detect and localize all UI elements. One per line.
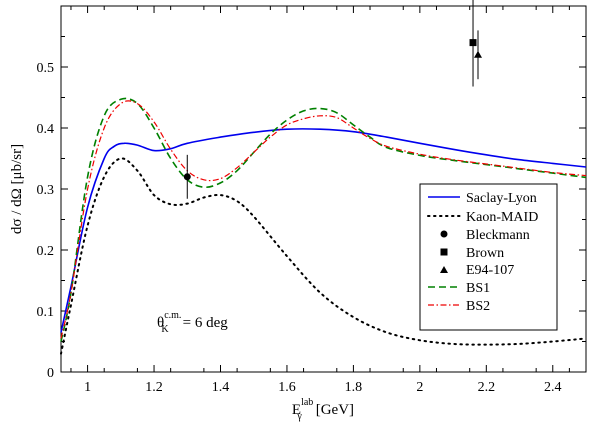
x-axis-label-sub: γ xyxy=(296,411,302,422)
series-layer xyxy=(60,97,587,355)
data-point-brown xyxy=(469,39,477,47)
annotation-sup: c.m. xyxy=(164,310,181,321)
series-line-kaon-maid xyxy=(60,157,587,355)
legend: Saclay-Lyon Kaon-MAID Bleckmann Brown E9… xyxy=(419,183,558,331)
x-tick-label: 2.4 xyxy=(544,380,562,395)
legend-label-bs1: BS1 xyxy=(466,281,490,296)
series-line-bs1 xyxy=(60,97,587,342)
legend-label-bs2: BS2 xyxy=(466,299,490,314)
legend-label-saclay-lyon: Saclay-Lyon xyxy=(466,191,537,206)
series-line-bs2 xyxy=(60,100,587,339)
legend-marker-brown xyxy=(440,248,448,256)
annotation-text: = 6 deg xyxy=(183,315,229,331)
angle-annotation: θc.m. K = 6 deg xyxy=(157,310,228,335)
x-axis-label: Elab γ [GeV] xyxy=(292,397,354,422)
x-axis-label-sup: lab xyxy=(301,397,313,408)
x-tick-label: 1.8 xyxy=(345,380,363,395)
axis-ticks: 1 1.2 1.4 1.6 1.8 2 2.2 2.4 0 0.1 0.2 0.3 0.4 0.5 xyxy=(37,6,586,395)
legend-box xyxy=(419,183,558,331)
y-axis-label: dσ / dΩ [μb/sr] xyxy=(9,144,25,234)
y-tick-label: 0.4 xyxy=(37,122,55,137)
data-point-bleckmann xyxy=(183,173,191,181)
legend-label-e94-107: E94-107 xyxy=(466,263,514,278)
data-points-layer xyxy=(183,0,483,199)
annotation-symbol: θ xyxy=(157,315,164,331)
y-tick-label: 0.1 xyxy=(37,305,55,320)
series-line-saclay-lyon xyxy=(60,128,587,333)
y-tick-label: 0 xyxy=(47,366,54,381)
legend-label-kaon-maid: Kaon-MAID xyxy=(466,210,538,225)
x-tick-label: 2.2 xyxy=(478,380,496,395)
legend-label-brown: Brown xyxy=(466,246,504,261)
x-tick-label: 1.4 xyxy=(212,380,230,395)
x-axis-label-main: E xyxy=(292,402,301,418)
x-tick-label: 2 xyxy=(416,380,423,395)
y-tick-label: 0.2 xyxy=(37,244,55,259)
legend-marker-bleckmann xyxy=(440,230,448,238)
annotation-sub: K xyxy=(161,324,169,335)
x-tick-label: 1.6 xyxy=(278,380,296,395)
legend-label-bleckmann: Bleckmann xyxy=(466,228,530,243)
y-tick-label: 0.5 xyxy=(37,61,55,76)
y-tick-label: 0.3 xyxy=(37,183,55,198)
legend-marker-e94-107 xyxy=(440,266,448,273)
x-axis-label-unit: [GeV] xyxy=(316,402,354,418)
x-tick-label: 1 xyxy=(84,380,91,395)
data-point-e94-107 xyxy=(474,50,483,58)
x-tick-label: 1.2 xyxy=(145,380,163,395)
